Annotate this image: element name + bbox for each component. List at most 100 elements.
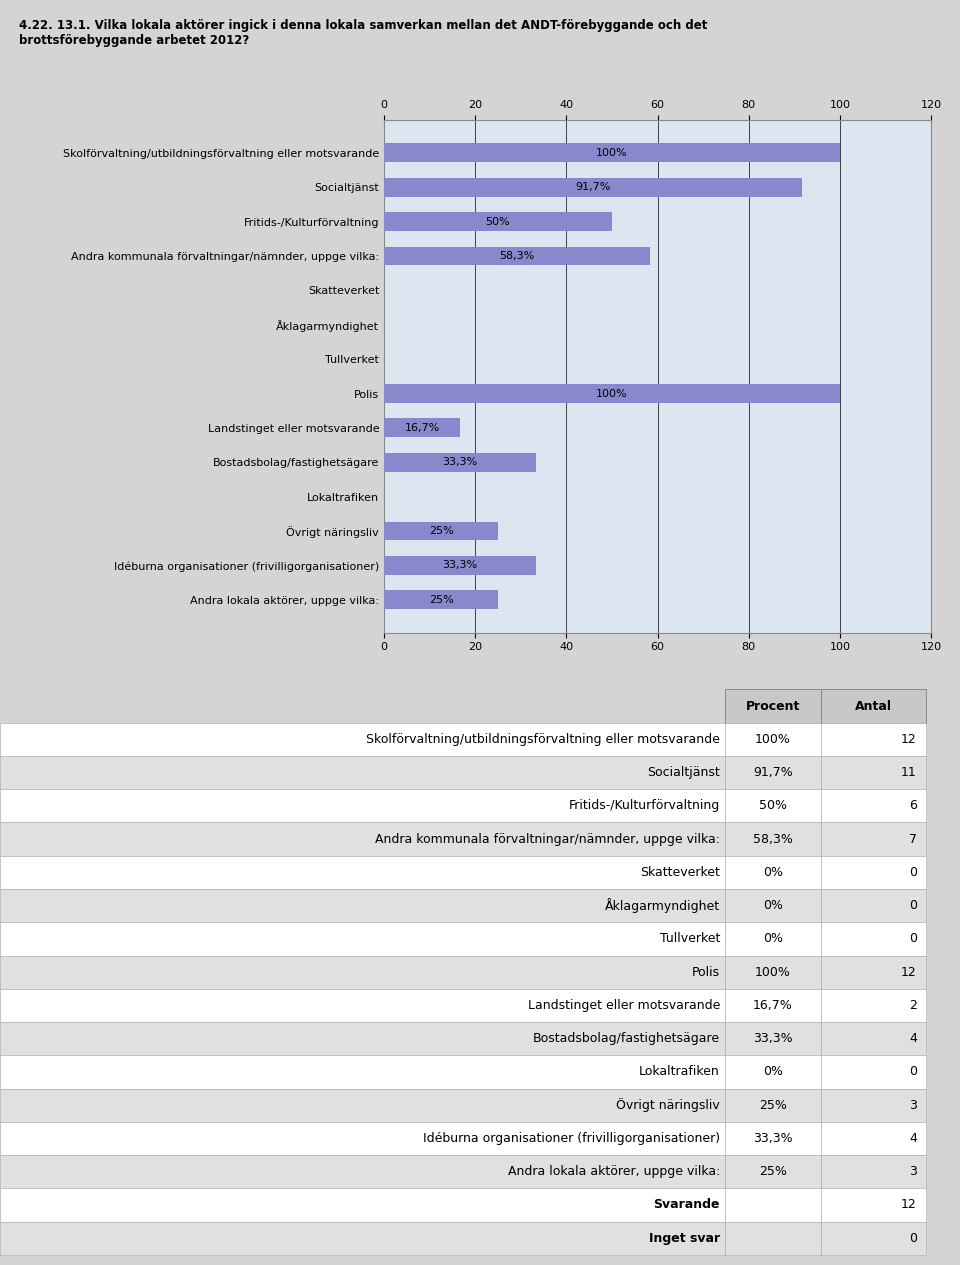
Text: 58,3%: 58,3% [499,250,535,261]
Bar [0,989,725,1022]
Text: Landstinget eller motsvarande: Landstinget eller motsvarande [528,999,720,1012]
Text: 12: 12 [901,732,917,746]
Text: Åklagarmyndighet: Åklagarmyndighet [605,898,720,913]
Bar [384,591,498,610]
Bar [821,1055,926,1089]
Bar [821,1155,926,1188]
Text: Lokaltrafiken: Lokaltrafiken [639,1065,720,1079]
Bar [821,955,926,989]
Bar [0,1222,725,1255]
Bar [384,213,612,231]
Bar [0,1055,725,1089]
Bar [0,1188,725,1222]
Bar [0,1089,725,1122]
Text: 7: 7 [909,832,917,845]
Text: 0%: 0% [763,865,782,879]
Text: Inget svar: Inget svar [649,1232,720,1245]
Bar [725,1122,821,1155]
Bar [0,722,725,756]
Text: 25%: 25% [428,595,453,605]
Text: 58,3%: 58,3% [753,832,793,845]
Bar [725,955,821,989]
Text: Övrigt näringsliv: Övrigt näringsliv [616,1098,720,1112]
Text: 25%: 25% [428,526,453,536]
Bar [821,889,926,922]
Text: 50%: 50% [758,799,787,812]
Bar [821,689,926,722]
Text: 33,3%: 33,3% [443,560,477,571]
Bar [725,1055,821,1089]
Text: Antal: Antal [855,700,892,712]
Bar [725,922,821,955]
Bar [725,989,821,1022]
Bar [821,722,926,756]
Text: 91,7%: 91,7% [575,182,611,192]
Bar [384,521,498,540]
Text: 0: 0 [909,1065,917,1079]
Text: 100%: 100% [596,148,628,158]
Bar [725,1089,821,1122]
Bar [725,689,821,722]
Text: 0%: 0% [763,1065,782,1079]
Text: 0: 0 [909,932,917,945]
Bar [821,1188,926,1222]
Text: 33,3%: 33,3% [753,1032,793,1045]
Text: 0: 0 [909,899,917,912]
Bar [384,143,840,162]
Text: 2: 2 [909,999,917,1012]
Text: 0: 0 [909,865,917,879]
Text: Socialtjänst: Socialtjänst [647,767,720,779]
Bar [821,922,926,955]
Text: 3: 3 [909,1165,917,1178]
Text: 25%: 25% [758,1099,787,1112]
Text: 100%: 100% [755,732,791,746]
Bar [0,955,725,989]
Bar [725,722,821,756]
Bar [725,889,821,922]
Text: Procent: Procent [746,700,800,712]
Bar [821,1122,926,1155]
Text: 4: 4 [909,1032,917,1045]
Bar [384,555,536,574]
Bar [0,855,725,889]
Text: 4.22. 13.1. Vilka lokala aktörer ingick i denna lokala samverkan mellan det ANDT: 4.22. 13.1. Vilka lokala aktörer ingick … [19,19,708,47]
Bar [725,789,821,822]
Text: 0%: 0% [763,932,782,945]
Text: 16,7%: 16,7% [404,423,440,433]
Text: Skatteverket: Skatteverket [640,865,720,879]
Bar [0,789,725,822]
Bar [725,1155,821,1188]
Text: 6: 6 [909,799,917,812]
Text: 3: 3 [909,1099,917,1112]
Bar [0,1022,725,1055]
Bar [725,1022,821,1055]
Bar [384,453,536,472]
Bar [384,247,650,266]
Text: 33,3%: 33,3% [443,457,477,467]
Bar [0,756,725,789]
Bar [725,822,821,855]
Bar [821,1222,926,1255]
Text: Skolförvaltning/utbildningsförvaltning eller motsvarande: Skolförvaltning/utbildningsförvaltning e… [366,732,720,746]
Text: 12: 12 [901,965,917,979]
Bar [384,385,840,404]
Text: 91,7%: 91,7% [753,767,793,779]
Bar [0,889,725,922]
Text: 0%: 0% [763,899,782,912]
Text: 100%: 100% [596,388,628,398]
Bar [0,922,725,955]
Text: 0: 0 [909,1232,917,1245]
Text: Andra lokala aktörer, uppge vilka:: Andra lokala aktörer, uppge vilka: [508,1165,720,1178]
Bar [725,756,821,789]
Text: Polis: Polis [692,965,720,979]
Bar [821,1089,926,1122]
Bar [725,855,821,889]
Text: Bostadsbolag/fastighetsägare: Bostadsbolag/fastighetsägare [533,1032,720,1045]
Text: 25%: 25% [758,1165,787,1178]
Bar [821,855,926,889]
Text: Idéburna organisationer (frivilligorganisationer): Idéburna organisationer (frivilligorgani… [422,1132,720,1145]
Text: Svarande: Svarande [654,1198,720,1212]
Text: 100%: 100% [755,965,791,979]
Text: 11: 11 [901,767,917,779]
Bar [821,822,926,855]
